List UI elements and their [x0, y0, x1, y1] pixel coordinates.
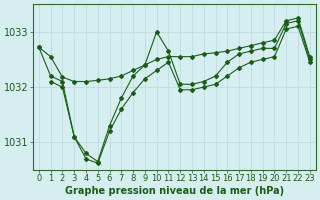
X-axis label: Graphe pression niveau de la mer (hPa): Graphe pression niveau de la mer (hPa) — [65, 186, 284, 196]
